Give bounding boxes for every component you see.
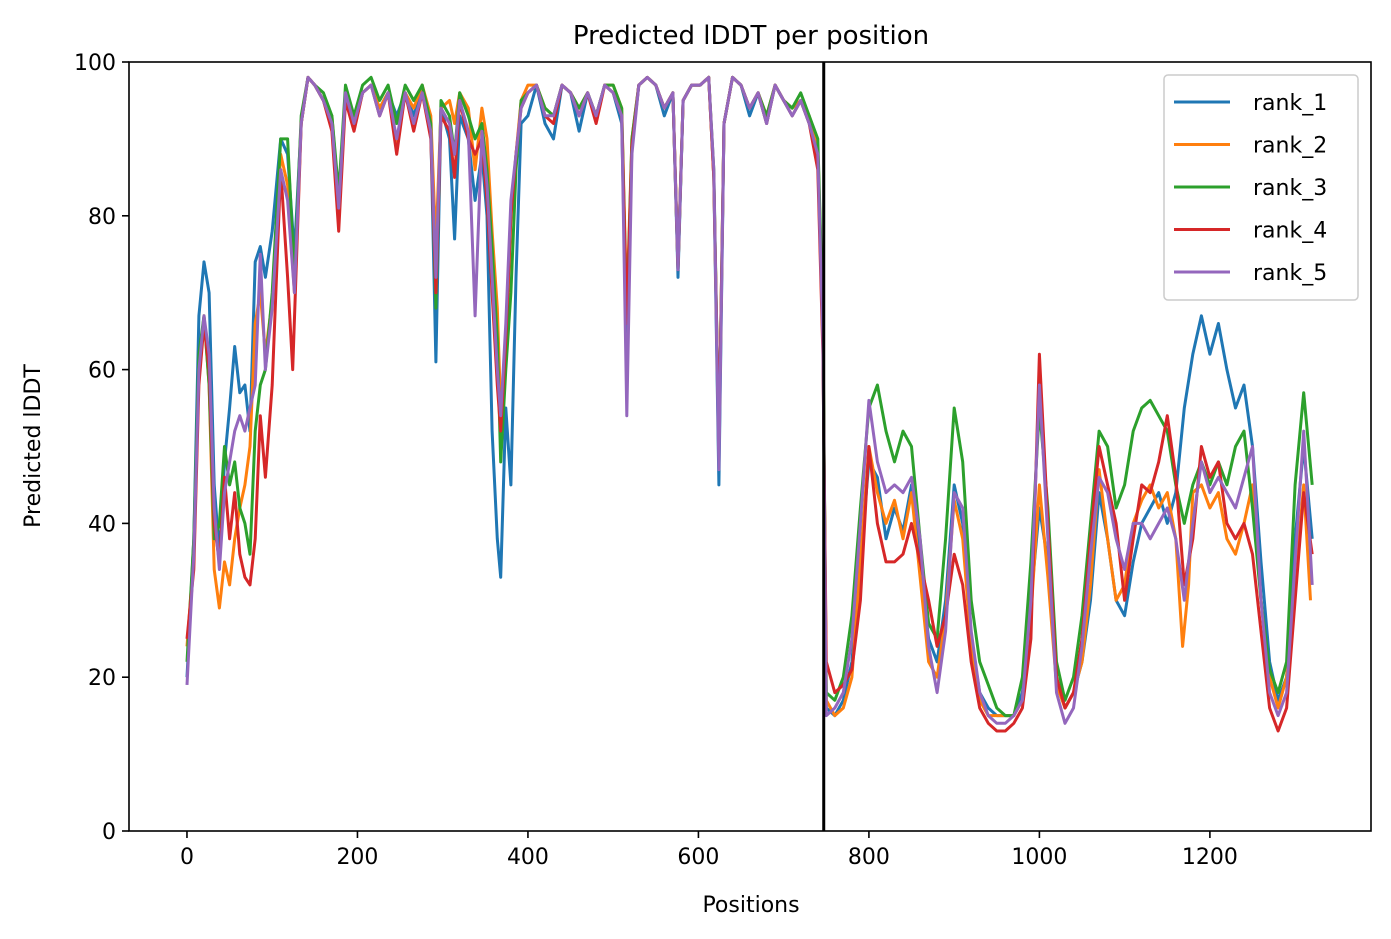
legend-label-rank_3: rank_3 (1253, 176, 1327, 201)
y-tick-label: 40 (88, 512, 116, 537)
y-axis-ticks: 0 20 40 60 80 100 (74, 51, 129, 845)
legend-box (1163, 74, 1359, 301)
x-axis-label: Positions (702, 893, 799, 918)
series-layer (185, 75, 1314, 733)
series-line-rank_2 (185, 75, 1312, 718)
x-tick-label: 1000 (1011, 845, 1067, 870)
x-tick-label: 800 (848, 845, 890, 870)
x-tick-label: 600 (677, 845, 719, 870)
plot-frame (128, 61, 1372, 832)
legend-label-rank_4: rank_4 (1253, 219, 1327, 244)
x-tick-label: 1200 (1182, 845, 1238, 870)
series-line-rank_5 (185, 75, 1314, 725)
y-tick-label: 60 (88, 359, 116, 384)
series-line-rank_3 (185, 75, 1314, 718)
legend-label-rank_1: rank_1 (1253, 91, 1327, 116)
y-tick-label: 20 (88, 666, 116, 691)
legend-label-rank_2: rank_2 (1253, 134, 1327, 159)
x-axis-ticks: 0 200 400 600 800 1000 1200 (180, 831, 1238, 870)
x-tick-label: 200 (336, 845, 378, 870)
y-axis-label: Predicted lDDT (21, 364, 46, 528)
chart-title: Predicted lDDT per position (573, 21, 929, 51)
axes-frame (128, 61, 1372, 832)
series-line-rank_1 (185, 75, 1314, 718)
legend: rank_1 rank_2 rank_3 rank_4 rank_5 (1163, 74, 1359, 301)
legend-label-rank_5: rank_5 (1253, 261, 1327, 286)
series-line-rank_4 (185, 75, 1314, 733)
y-tick-label: 0 (102, 820, 116, 845)
y-tick-label: 80 (88, 205, 116, 230)
x-tick-label: 400 (507, 845, 549, 870)
y-tick-label: 100 (74, 51, 116, 76)
x-tick-label: 0 (180, 845, 194, 870)
